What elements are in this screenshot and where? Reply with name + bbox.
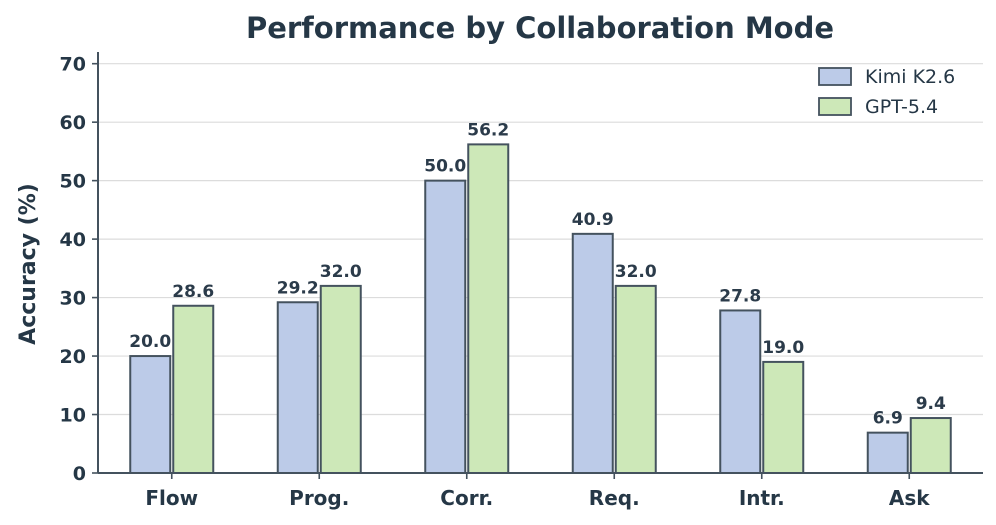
x-tick-label: Intr. (739, 486, 785, 510)
x-tick-label: Corr. (440, 486, 493, 510)
bar-series2 (614, 284, 657, 474)
y-tick-label: 50 (60, 171, 86, 193)
x-tick-labels: Flow Prog. Corr. Req. Intr. Ask (145, 486, 930, 510)
bar-series1 (866, 431, 909, 475)
bar-series1 (129, 355, 172, 474)
x-tick-label: Req. (589, 486, 640, 510)
bar-series1 (424, 179, 467, 474)
y-axis-label: Accuracy (%) (16, 183, 41, 345)
legend: Kimi K2.6 GPT-5.4 (818, 66, 955, 118)
data-label: 56.2 (467, 120, 509, 140)
data-label: 6.9 (873, 409, 903, 429)
data-label: 40.9 (572, 210, 614, 230)
y-tick-label: 70 (60, 54, 86, 76)
legend-swatch (818, 97, 852, 116)
data-label: 19.0 (762, 338, 804, 358)
x-tick-label: Prog. (289, 486, 349, 510)
bar-series1 (571, 232, 614, 474)
data-label: 20.0 (129, 332, 171, 352)
x-tick-label: Ask (889, 486, 930, 510)
y-tick-label: 0 (73, 463, 86, 485)
x-tick-label: Flow (145, 486, 198, 510)
y-tick-labels: 0 10 20 30 40 50 60 70 (60, 54, 86, 485)
legend-label: Kimi K2.6 (865, 66, 955, 88)
data-label: 50.0 (424, 157, 466, 177)
bar-series2 (172, 304, 215, 474)
data-label: 32.0 (320, 262, 362, 282)
legend-label: GPT-5.4 (865, 96, 938, 118)
y-tick-label: 30 (60, 288, 86, 310)
bar-series1 (276, 301, 319, 474)
y-tick-label: 60 (60, 112, 86, 134)
legend-swatch (818, 67, 852, 86)
bar-series2 (467, 143, 510, 474)
data-label: 28.6 (172, 282, 214, 302)
bars (129, 143, 952, 475)
bar-series1 (719, 309, 762, 475)
data-label: 27.8 (719, 286, 761, 306)
data-label: 29.2 (277, 278, 319, 298)
axes (92, 52, 983, 479)
bar-series2 (909, 417, 952, 474)
data-label: 32.0 (615, 262, 657, 282)
y-tick-label: 10 (60, 405, 86, 427)
chart-title: Performance by Collaboration Mode (246, 11, 834, 45)
gridlines (98, 63, 983, 474)
y-tick-label: 40 (60, 229, 86, 251)
data-label: 9.4 (916, 394, 946, 414)
bar-series2 (319, 284, 362, 474)
bar-series2 (762, 360, 805, 474)
y-tick-label: 20 (60, 346, 86, 368)
data-labels: 20.028.6 29.232.050.056.240.932.027.819.0… (129, 120, 946, 428)
